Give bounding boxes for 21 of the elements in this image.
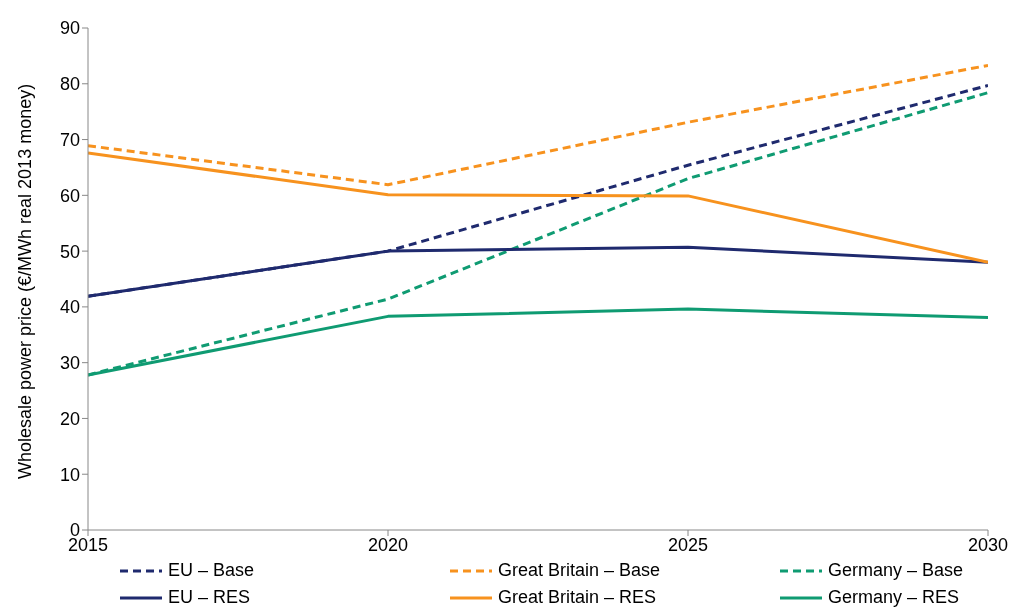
y-tick-label: 30 bbox=[59, 353, 80, 374]
y-tick-label: 80 bbox=[59, 74, 80, 95]
x-tick-label: 2020 bbox=[367, 534, 409, 555]
x-tick-label: 2025 bbox=[667, 534, 709, 555]
y-tick-label: 50 bbox=[59, 241, 80, 262]
legend-label: EU – RES bbox=[168, 587, 251, 608]
legend-label: Great Britain – Base bbox=[498, 560, 661, 581]
line-series bbox=[88, 63, 988, 187]
y-tick-label: 60 bbox=[59, 185, 80, 206]
y-tick-label: 20 bbox=[59, 408, 80, 429]
y-tick-label: 10 bbox=[59, 464, 80, 485]
y-tick-label: 70 bbox=[59, 129, 80, 150]
x-tick-label: 2030 bbox=[967, 534, 1009, 555]
y-tick-label: 40 bbox=[59, 297, 80, 318]
legend-label: Great Britain – RES bbox=[498, 587, 657, 608]
legend-label: Germany – RES bbox=[828, 587, 960, 608]
line-series bbox=[88, 151, 988, 264]
y-axis-title: Wholesale power price (€/MWh real 2013 money) bbox=[15, 83, 36, 479]
legend-label: Germany – Base bbox=[828, 560, 964, 581]
legend-label: EU – Base bbox=[168, 560, 255, 581]
y-tick-label: 90 bbox=[59, 18, 80, 39]
